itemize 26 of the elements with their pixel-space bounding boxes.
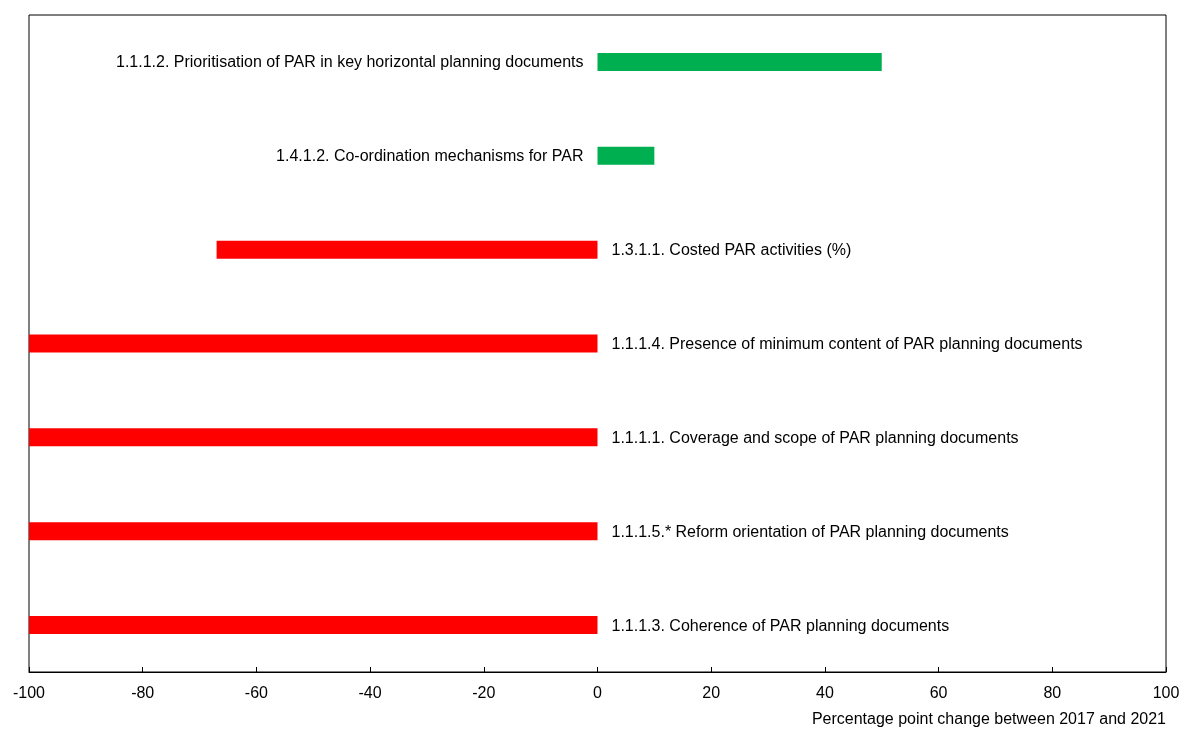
bar	[29, 428, 598, 447]
y-tick-label: 1.1.1.1. Coverage and scope of PAR planning documents	[611, 428, 1019, 446]
x-tick-label: 100	[1152, 683, 1180, 701]
x-tick-label: 0	[593, 683, 603, 701]
y-tick-label: 1.1.1.3. Coherence of PAR planning documents	[611, 616, 950, 634]
x-tick-label: 20	[702, 683, 721, 701]
x-tick-label: 60	[929, 683, 948, 701]
bar	[597, 146, 655, 165]
y-tick-label: 1.3.1.1. Costed PAR activities (%)	[611, 241, 852, 259]
x-axis-title: Percentage point change between 2017 and 2021	[811, 709, 1167, 727]
x-tick-label: 80	[1043, 683, 1062, 701]
bar	[216, 240, 598, 259]
x-tick-label: -20	[472, 683, 496, 701]
bar	[29, 334, 598, 353]
y-tick-label: 1.1.1.5.* Reform orientation of PAR planning documents	[611, 522, 1009, 540]
y-tick-label: 1.4.1.2. Co-ordination mechanisms for PAR	[276, 147, 584, 165]
x-tick-label: -60	[244, 683, 269, 701]
bar	[29, 522, 598, 541]
y-tick-label: 1.1.1.2. Prioritisation of PAR in key horizontal planning documents	[115, 53, 584, 71]
x-tick-label: -40	[358, 683, 382, 701]
x-tick-label: -100	[12, 683, 46, 701]
x-tick-label: -80	[131, 683, 155, 701]
bar	[597, 52, 882, 71]
y-tick-label: 1.1.1.4. Presence of minimum content of PAR planning documents	[611, 335, 1083, 352]
x-tick-label: 40	[816, 683, 834, 701]
bar	[29, 616, 598, 635]
